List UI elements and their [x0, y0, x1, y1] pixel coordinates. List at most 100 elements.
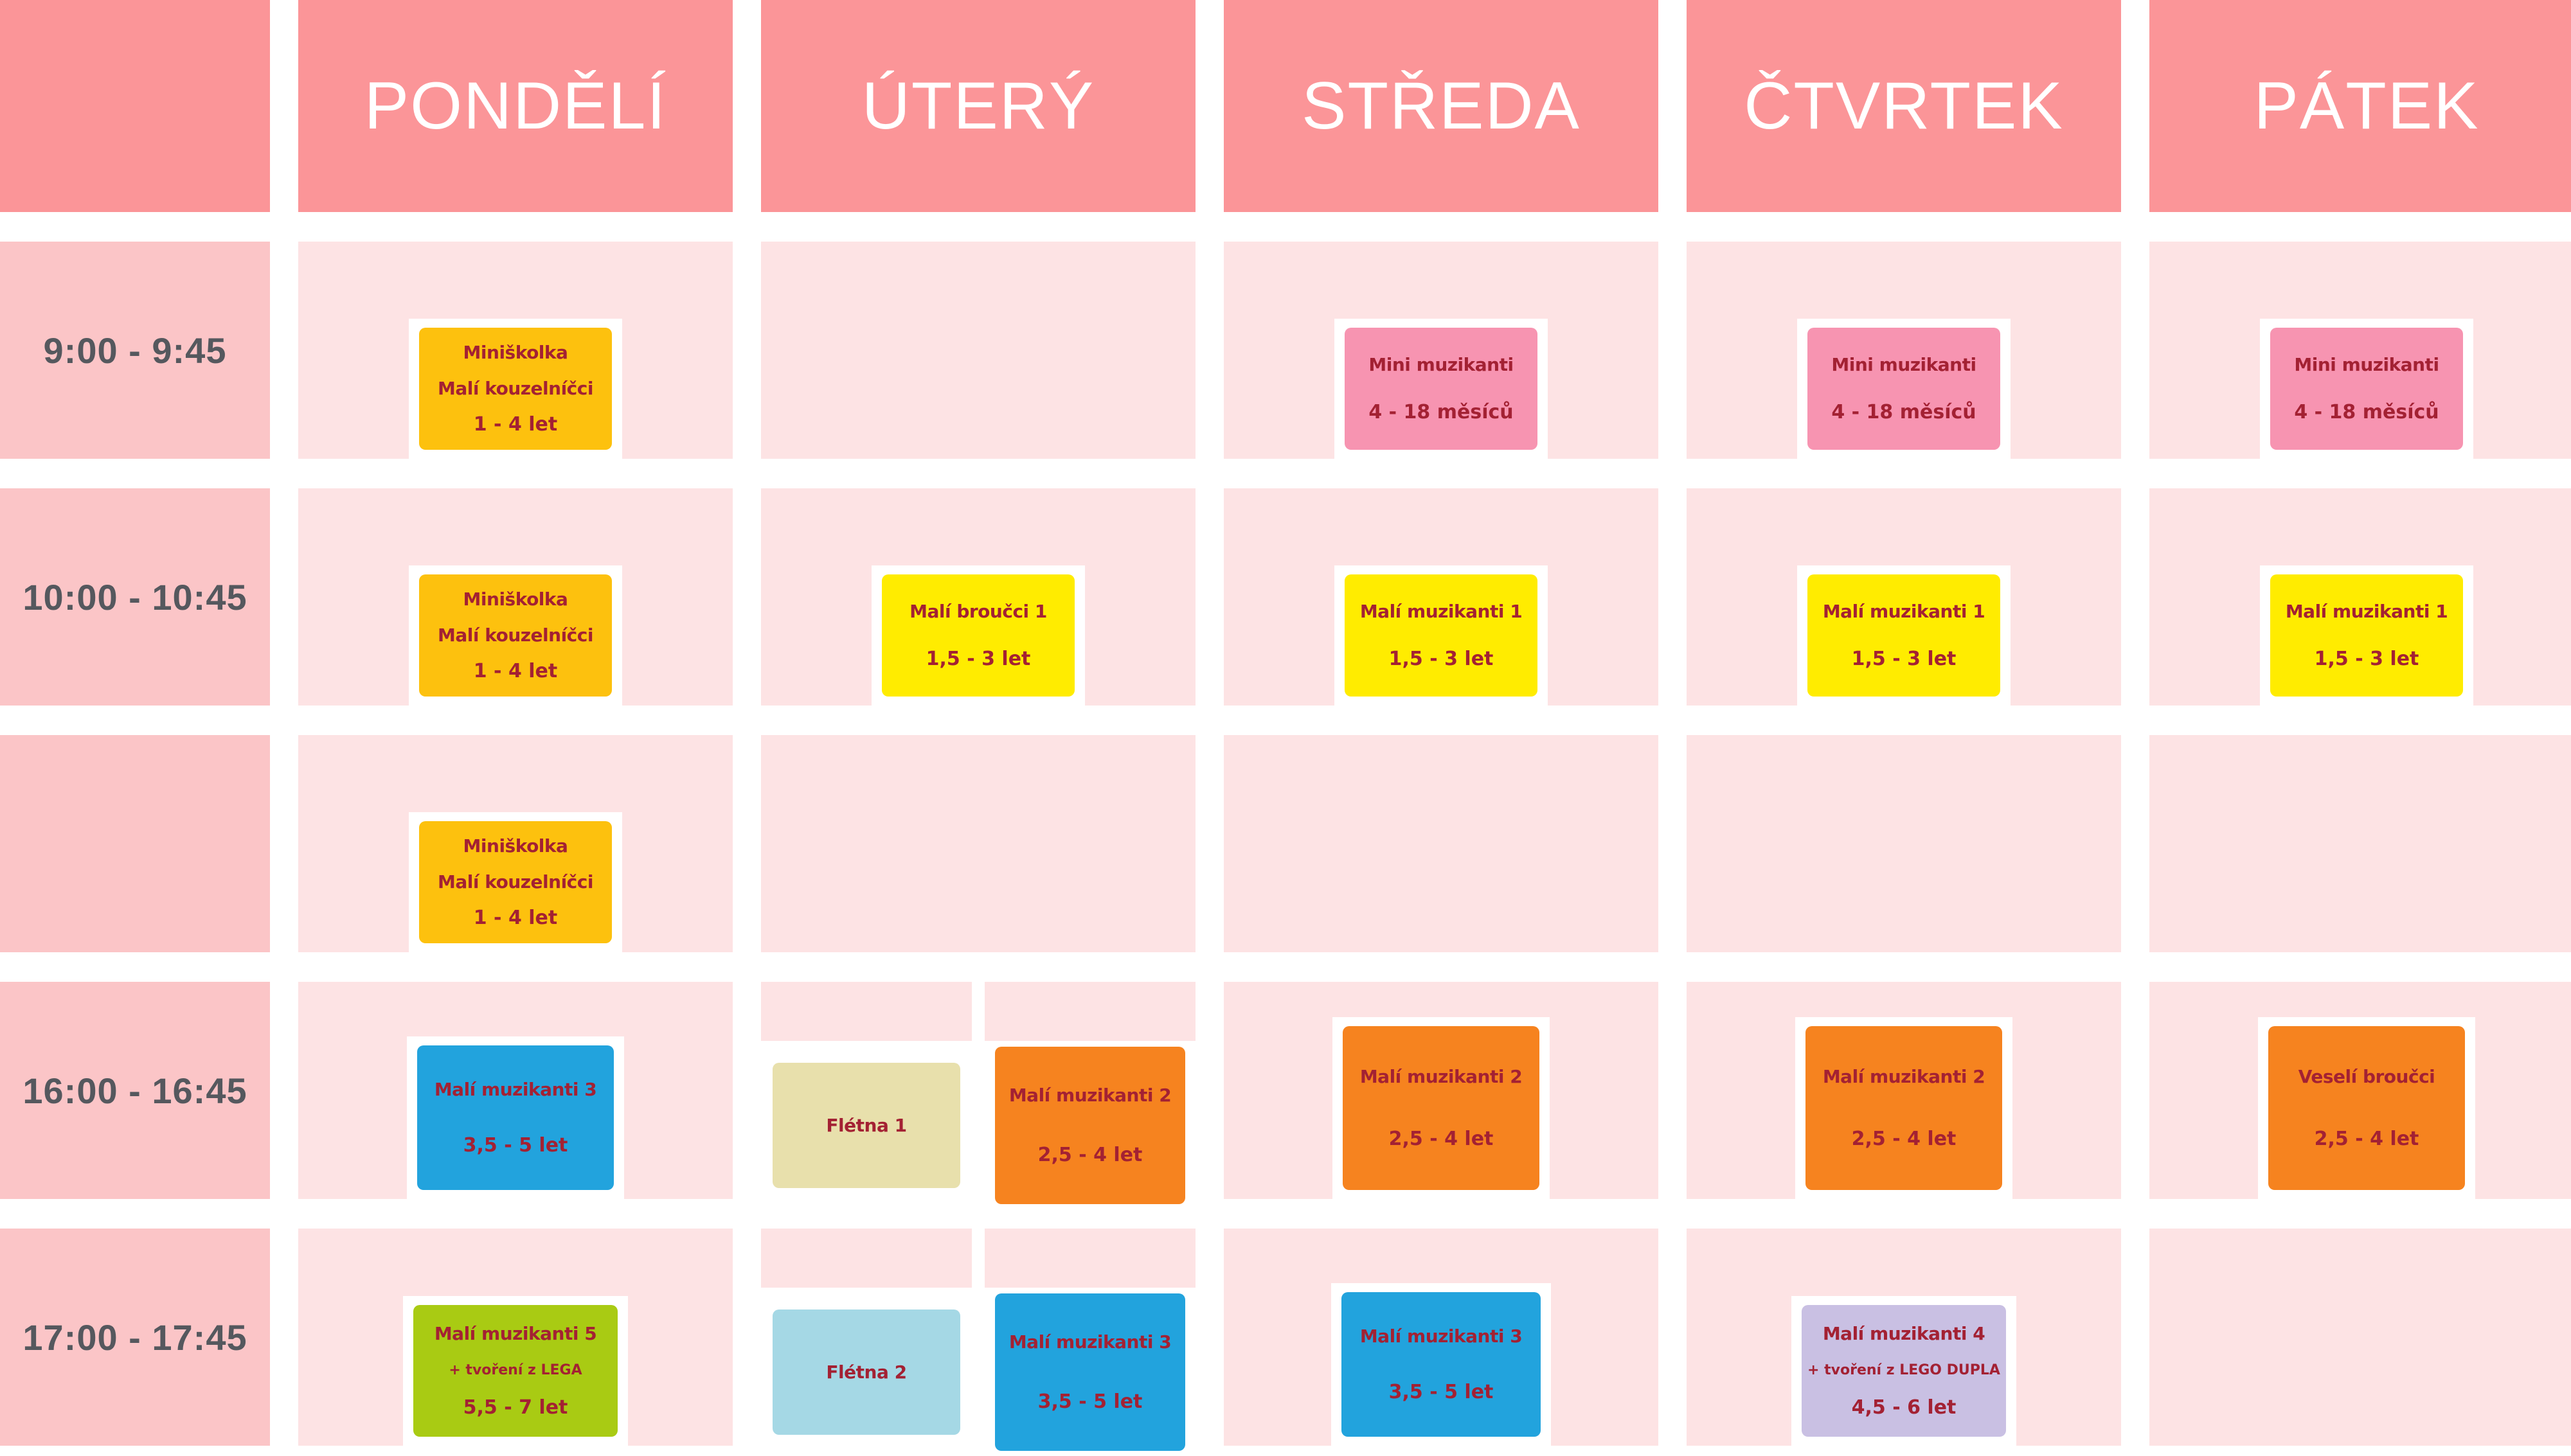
- cell-friday-1700: [2149, 1229, 2571, 1446]
- card-wrapper: Veselí broučci 2,5 - 4 let: [2258, 1017, 2475, 1209]
- activity-card-mali-muzikanti-2: Malí muzikanti 2 2,5 - 4 let: [995, 1046, 1185, 1204]
- card-title: Malí muzikanti 3: [434, 1079, 597, 1101]
- activity-card-mini-muzikanti: Mini muzikanti 4 - 18 měsíců: [2270, 328, 2463, 450]
- cell-tuesday-row3: [761, 735, 1196, 952]
- day-header-tuesday: ÚTERÝ: [761, 0, 1196, 212]
- cell-thursday-row3: [1687, 735, 2121, 952]
- activity-card-mali-muzikanti-4: Malí muzikanti 4 + tvoření z LEGO DUPLA …: [1802, 1305, 2006, 1437]
- card-title: Malí muzikanti 2: [1822, 1066, 1985, 1088]
- activity-card-mali-muzikanti-2: Malí muzikanti 2 2,5 - 4 let: [1343, 1026, 1539, 1190]
- time-label: 16:00 - 16:45: [22, 1070, 247, 1111]
- card-wrapper: Malí muzikanti 5 + tvoření z LEGA 5,5 - …: [403, 1296, 628, 1456]
- card-wrapper: Mini muzikanti 4 - 18 měsíců: [1334, 319, 1548, 469]
- card-wrapper: Miniškolka Malí kouzelníčci 1 - 4 let: [409, 812, 622, 963]
- cell-wednesday-1000: Malí muzikanti 1 1,5 - 3 let: [1224, 488, 1658, 716]
- card-age: 4 - 18 měsíců: [1368, 401, 1514, 424]
- activity-card-mali-muzikanti-1: Malí muzikanti 1 1,5 - 3 let: [2270, 574, 2463, 697]
- card-title: Miniškolka: [463, 589, 568, 610]
- card-title: Mini muzikanti: [1831, 353, 1976, 375]
- cell-friday-1600: Veselí broučci 2,5 - 4 let: [2149, 982, 2571, 1209]
- activity-card-mali-muzikanti-5: Malí muzikanti 5 + tvoření z LEGA 5,5 - …: [413, 1305, 618, 1437]
- card-title: Malí muzikanti 5: [434, 1323, 597, 1344]
- card-age: 3,5 - 5 let: [1037, 1390, 1143, 1413]
- cell-wednesday-0900: Mini muzikanti 4 - 18 měsíců: [1224, 242, 1658, 469]
- card-line2: Malí kouzelníčci: [438, 624, 593, 646]
- card-wrapper: Malí muzikanti 3 3,5 - 5 let: [985, 1288, 1196, 1456]
- card-wrapper: Malí muzikanti 2 2,5 - 4 let: [1795, 1017, 2012, 1209]
- card-age: 1 - 4 let: [473, 906, 558, 929]
- day-header-thursday: ČTVRTEK: [1687, 0, 2121, 212]
- time-cell-1600: 16:00 - 16:45: [0, 982, 270, 1199]
- card-title: Malí muzikanti 2: [1008, 1084, 1172, 1106]
- card-wrapper: Malí muzikanti 1 1,5 - 3 let: [1797, 565, 2011, 716]
- cell-background-strip: [985, 982, 1196, 1041]
- day-header-friday: PÁTEK: [2149, 0, 2571, 212]
- card-age: 4 - 18 měsíců: [1831, 401, 1976, 424]
- card-age: 1,5 - 3 let: [926, 648, 1031, 671]
- cell-monday-row3: Miniškolka Malí kouzelníčci 1 - 4 let: [298, 735, 733, 963]
- card-title: Flétna 1: [826, 1114, 907, 1136]
- card-wrapper: Malí broučci 1 1,5 - 3 let: [872, 565, 1085, 716]
- card-title: Malí muzikanti 3: [1008, 1331, 1172, 1353]
- card-age: 1,5 - 3 let: [1388, 648, 1494, 671]
- split-left: Flétna 2: [761, 1229, 972, 1456]
- cell-friday-row3: [2149, 735, 2571, 952]
- card-age: 2,5 - 4 let: [1037, 1143, 1143, 1166]
- time-label: 10:00 - 10:45: [22, 576, 247, 617]
- card-wrapper: Malí muzikanti 2 2,5 - 4 let: [985, 1041, 1196, 1209]
- card-wrapper: Malí muzikanti 3 3,5 - 5 let: [407, 1036, 624, 1209]
- card-subtitle: + tvoření z LEGA: [449, 1362, 582, 1378]
- card-wrapper: Malí muzikanti 3 3,5 - 5 let: [1331, 1283, 1551, 1456]
- card-age: 3,5 - 5 let: [463, 1133, 568, 1157]
- card-age: 2,5 - 4 let: [1851, 1127, 1957, 1150]
- activity-card-mali-muzikanti-3: Malí muzikanti 3 3,5 - 5 let: [417, 1045, 614, 1190]
- cell-thursday-1700: Malí muzikanti 4 + tvoření z LEGO DUPLA …: [1687, 1229, 2121, 1456]
- activity-card-veseli-broucci: Veselí broučci 2,5 - 4 let: [2268, 1026, 2465, 1190]
- card-wrapper: Miniškolka Malí kouzelníčci 1 - 4 let: [409, 319, 622, 469]
- card-age: 2,5 - 4 let: [2314, 1127, 2419, 1150]
- card-title: Malí muzikanti 1: [2285, 600, 2448, 622]
- card-subtitle: + tvoření z LEGO DUPLA: [1807, 1362, 2000, 1378]
- card-title: Malí broučci 1: [909, 600, 1047, 622]
- card-title: Mini muzikanti: [2294, 353, 2439, 375]
- day-header-label: PÁTEK: [2253, 68, 2480, 143]
- card-wrapper: Flétna 2: [761, 1288, 972, 1456]
- cell-monday-0900: Miniškolka Malí kouzelníčci 1 - 4 let: [298, 242, 733, 469]
- cell-thursday-1600: Malí muzikanti 2 2,5 - 4 let: [1687, 982, 2121, 1209]
- corner-cell: [0, 0, 270, 212]
- card-line2: Malí kouzelníčci: [438, 871, 593, 892]
- card-wrapper: Flétna 1: [761, 1041, 972, 1209]
- time-cell-blank: [0, 735, 270, 952]
- card-age: 4,5 - 6 let: [1851, 1396, 1957, 1419]
- cell-wednesday-row3: [1224, 735, 1658, 952]
- card-age: 1,5 - 3 let: [1851, 648, 1957, 671]
- cell-tuesday-1700: Flétna 2 Malí muzikanti 3 3,5 - 5 let: [761, 1229, 1196, 1456]
- split-left: Flétna 1: [761, 982, 972, 1209]
- card-title: Miniškolka: [463, 835, 568, 857]
- day-header-label: STŘEDA: [1302, 68, 1581, 143]
- day-header-wednesday: STŘEDA: [1224, 0, 1658, 212]
- card-age: 2,5 - 4 let: [1388, 1127, 1494, 1150]
- activity-card-mali-broucci-1: Malí broučci 1 1,5 - 3 let: [882, 574, 1075, 697]
- card-title: Malí muzikanti 1: [1359, 600, 1523, 622]
- card-wrapper: Malí muzikanti 4 + tvoření z LEGO DUPLA …: [1791, 1296, 2016, 1456]
- activity-card-mini-muzikanti: Mini muzikanti 4 - 18 měsíců: [1345, 328, 1537, 450]
- card-age: 3,5 - 5 let: [1388, 1380, 1494, 1403]
- card-title: Malí muzikanti 4: [1822, 1323, 1985, 1344]
- card-wrapper: Mini muzikanti 4 - 18 měsíců: [1797, 319, 2011, 469]
- day-header-monday: PONDĚLÍ: [298, 0, 733, 212]
- cell-background-strip: [761, 1229, 972, 1288]
- card-title: Malí muzikanti 1: [1822, 600, 1985, 622]
- card-age: 5,5 - 7 let: [463, 1396, 568, 1419]
- cell-wednesday-1700: Malí muzikanti 3 3,5 - 5 let: [1224, 1229, 1658, 1456]
- activity-card-mali-muzikanti-3: Malí muzikanti 3 3,5 - 5 let: [995, 1293, 1185, 1451]
- time-cell-1700: 17:00 - 17:45: [0, 1229, 270, 1446]
- card-title: Mini muzikanti: [1368, 353, 1514, 375]
- cell-tuesday-0900: [761, 242, 1196, 459]
- card-title: Malí muzikanti 2: [1359, 1066, 1523, 1088]
- card-title: Veselí broučci: [2298, 1066, 2435, 1088]
- activity-card-mali-muzikanti-1: Malí muzikanti 1 1,5 - 3 let: [1345, 574, 1537, 697]
- time-label: 9:00 - 9:45: [43, 330, 227, 371]
- card-title: Malí muzikanti 3: [1359, 1326, 1523, 1347]
